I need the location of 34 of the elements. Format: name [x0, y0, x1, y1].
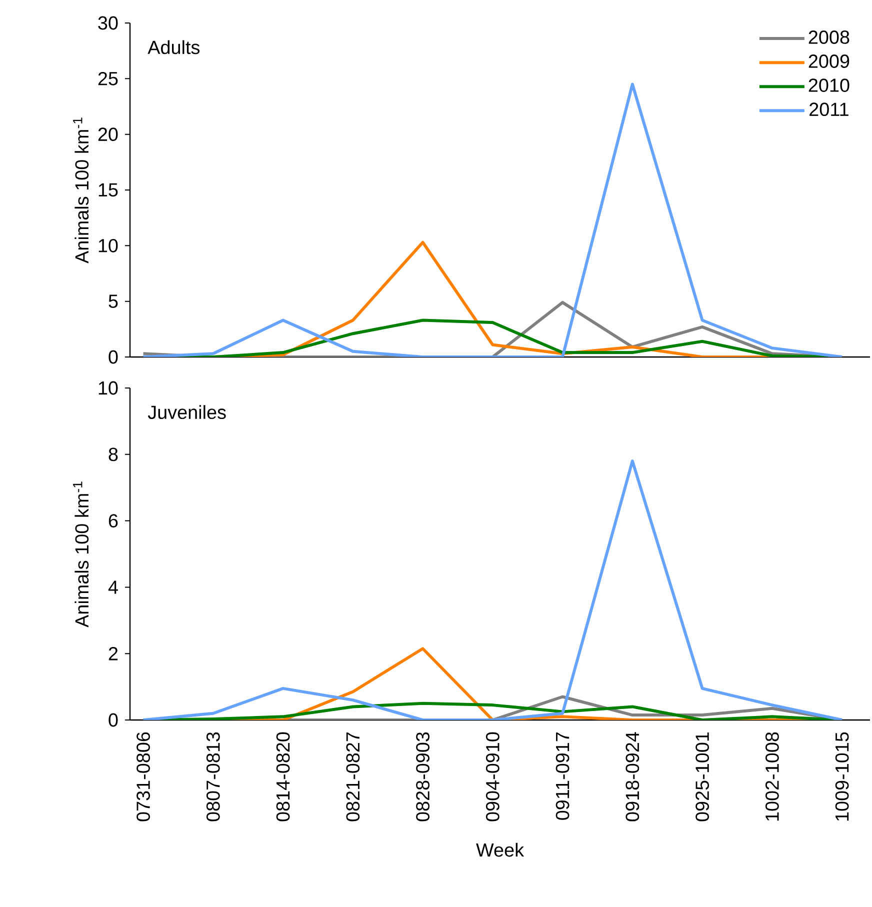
- y-tick-label: 2: [108, 646, 118, 660]
- y-tick-label: 0: [108, 350, 118, 364]
- y-tick-label: 6: [108, 514, 118, 528]
- x-tick-label: 0904-0910: [486, 732, 500, 822]
- y-tick-label: 10: [98, 238, 118, 252]
- y-tick-label: 5: [108, 294, 118, 308]
- x-tick-label: 0911-0917: [556, 732, 570, 820]
- y-axis-title: Animals 100 km$^{-1}$: [73, 118, 89, 264]
- x-tick-label: 0828-0903: [416, 732, 430, 822]
- x-tick-label: 1002-1008: [765, 732, 779, 821]
- x-axis-title: Week: [476, 842, 524, 857]
- x-tick-label: 0807-0813: [206, 732, 220, 822]
- x-tick-label: 0731-0806: [136, 732, 150, 822]
- legend-label: 2008: [808, 30, 850, 44]
- legend-label: 2010: [808, 78, 850, 92]
- y-axis-title: Animals 100 km$^{-1}$: [73, 482, 89, 628]
- text: Juveniles: [148, 405, 226, 420]
- x-tick-label: 0918-0924: [626, 732, 640, 822]
- y-tick-label: 10: [98, 381, 118, 395]
- y-tick-label: 30: [98, 16, 118, 30]
- y-tick-label: 15: [98, 183, 118, 197]
- x-tick-label: 0821-0827: [346, 732, 360, 822]
- y-tick-label: 0: [108, 713, 118, 727]
- x-tick-label: 0925-1001: [696, 732, 709, 822]
- y-tick-label: 4: [108, 580, 118, 594]
- legend-label: 2011: [810, 102, 848, 116]
- x-tick-label: 0814-0820: [276, 732, 290, 822]
- x-tick-label: 1009-1015: [835, 732, 849, 821]
- y-tick-label: 20: [98, 128, 118, 142]
- legend-label: 2009: [808, 54, 850, 68]
- y-tick-label: 25: [98, 72, 118, 86]
- line-series: [142, 460, 844, 720]
- y-tick-label: 8: [108, 448, 118, 462]
- text: Adults: [148, 40, 200, 54]
